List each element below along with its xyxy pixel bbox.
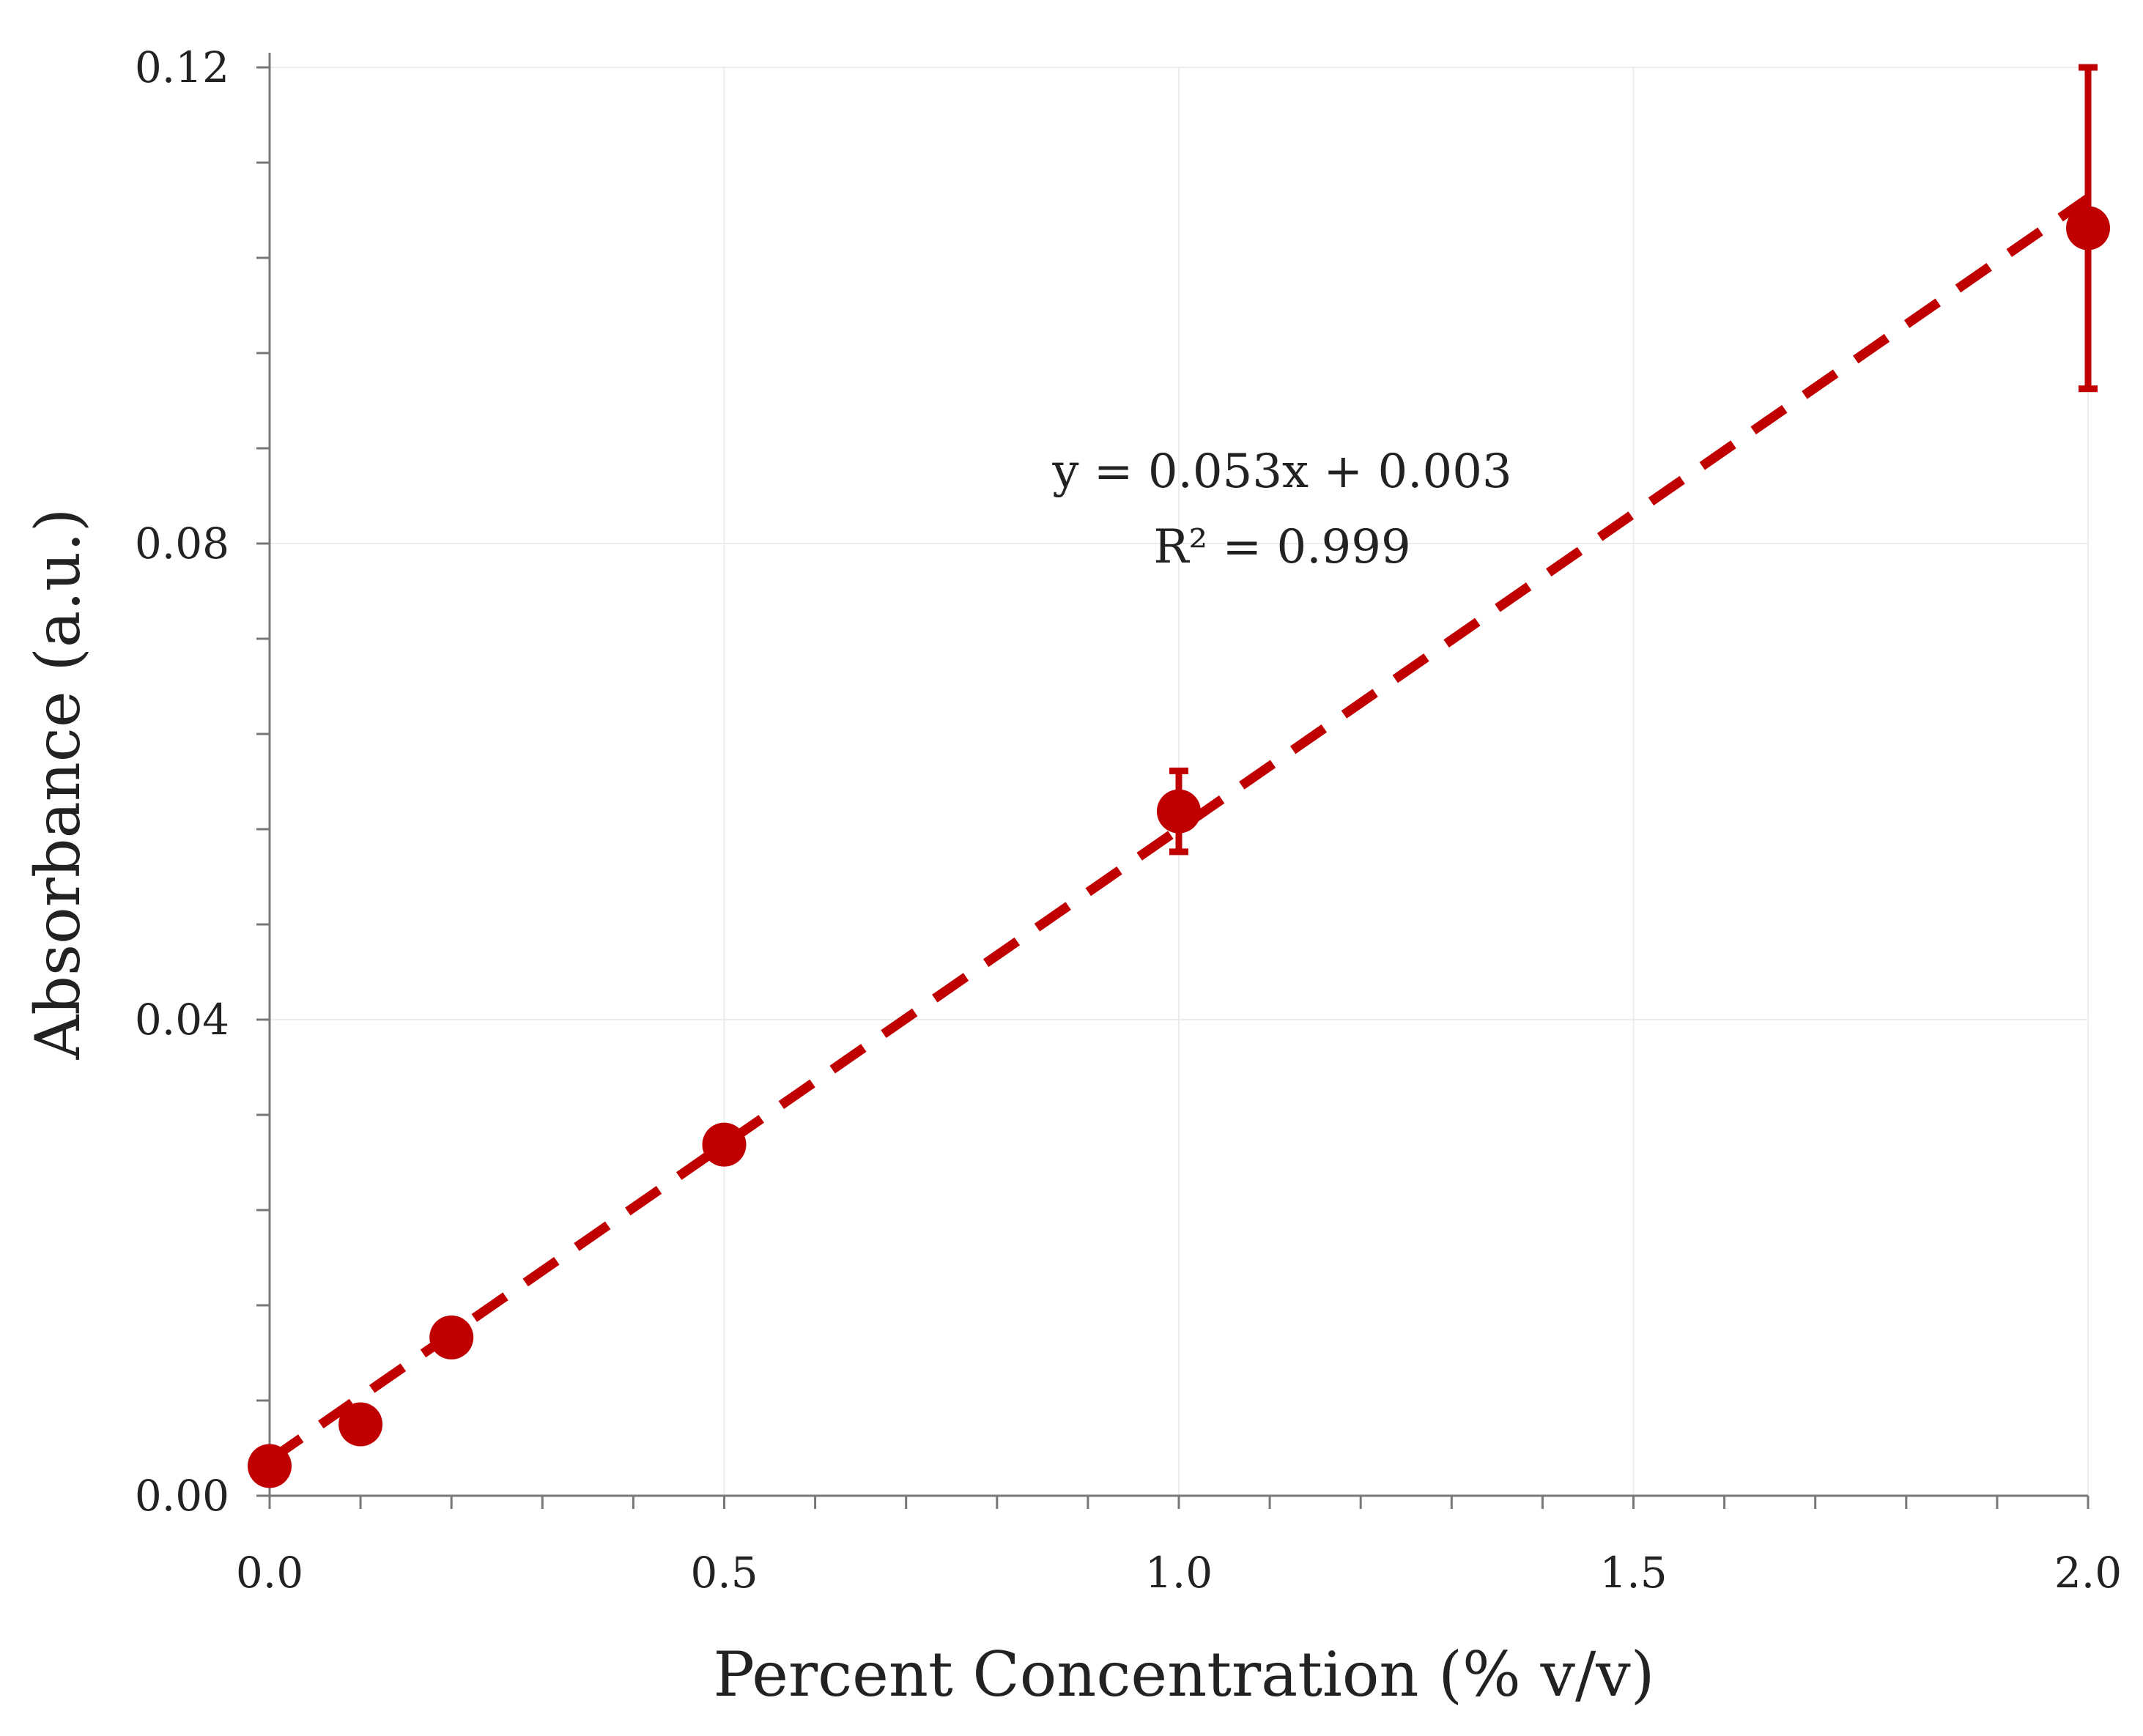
data-point <box>248 1444 292 1488</box>
data-point <box>702 1122 747 1167</box>
data-points <box>248 64 2110 1488</box>
data-point <box>429 1315 474 1360</box>
x-tick-label: 0.5 <box>690 1548 758 1598</box>
data-point <box>338 1402 383 1447</box>
r-squared-label: R² = 0.999 <box>1153 520 1410 574</box>
y-tick-label: 0.04 <box>135 995 229 1045</box>
x-tick-label: 0.0 <box>236 1548 303 1598</box>
y-axis-title: Absorbance (a.u.) <box>22 508 94 1061</box>
data-point <box>1157 789 1201 834</box>
x-tick-label: 2.0 <box>2054 1548 2122 1598</box>
x-axis-title: Percent Concentration (% v/v) <box>714 1639 1655 1710</box>
tick-labels: 0.0 0.5 1.0 1.5 2.0 0.00 0.04 0.08 0.12 <box>135 42 2122 1598</box>
data-point <box>2066 206 2110 251</box>
x-tick-label: 1.0 <box>1145 1548 1213 1598</box>
axes <box>256 53 2090 1509</box>
y-tick-label: 0.00 <box>135 1471 229 1521</box>
y-tick-label: 0.08 <box>135 519 229 568</box>
y-tick-label: 0.12 <box>135 42 229 92</box>
x-tick-label: 1.5 <box>1599 1548 1667 1598</box>
trendline-equation: y = 0.053x + 0.003 <box>1051 445 1511 499</box>
